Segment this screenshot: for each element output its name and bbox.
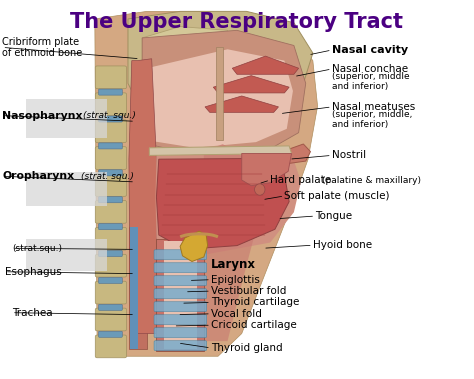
Text: (strat. squ.): (strat. squ.) — [83, 111, 136, 120]
Polygon shape — [205, 96, 279, 112]
Text: (strat.squ.): (strat.squ.) — [12, 244, 62, 253]
Polygon shape — [142, 27, 232, 76]
Text: Thyroid gland: Thyroid gland — [211, 343, 283, 353]
FancyBboxPatch shape — [95, 335, 127, 358]
FancyBboxPatch shape — [154, 315, 207, 324]
FancyBboxPatch shape — [99, 304, 122, 310]
Text: (superior, middle
and inferior): (superior, middle and inferior) — [332, 72, 410, 91]
Polygon shape — [204, 144, 261, 341]
Text: Hyoid bone: Hyoid bone — [313, 240, 372, 250]
FancyBboxPatch shape — [154, 341, 207, 351]
FancyBboxPatch shape — [154, 250, 207, 260]
FancyBboxPatch shape — [26, 239, 107, 271]
FancyBboxPatch shape — [154, 302, 207, 312]
Text: Tongue: Tongue — [315, 211, 352, 221]
Text: Cricoid cartilage: Cricoid cartilage — [211, 320, 297, 330]
Text: Nasal meatuses: Nasal meatuses — [332, 102, 415, 112]
Text: Epiglottis: Epiglottis — [211, 275, 260, 285]
Polygon shape — [282, 144, 310, 164]
Polygon shape — [147, 49, 293, 148]
FancyBboxPatch shape — [154, 328, 207, 338]
FancyBboxPatch shape — [95, 66, 127, 89]
Text: Esophagus: Esophagus — [5, 267, 62, 277]
FancyBboxPatch shape — [95, 147, 127, 169]
Polygon shape — [180, 231, 208, 262]
Polygon shape — [164, 241, 197, 349]
Polygon shape — [130, 227, 138, 349]
Text: Nostril: Nostril — [332, 150, 366, 160]
Text: Trachea: Trachea — [12, 308, 53, 318]
Text: Larynx: Larynx — [211, 258, 256, 271]
Text: Vestibular fold: Vestibular fold — [211, 286, 286, 296]
FancyBboxPatch shape — [95, 200, 127, 223]
Text: The Upper Respiratory Tract: The Upper Respiratory Tract — [71, 12, 403, 32]
FancyBboxPatch shape — [95, 254, 127, 277]
Polygon shape — [155, 153, 301, 254]
FancyBboxPatch shape — [99, 224, 122, 230]
FancyBboxPatch shape — [99, 143, 122, 149]
FancyBboxPatch shape — [99, 197, 122, 203]
Text: Oropharynx: Oropharynx — [2, 171, 74, 181]
FancyBboxPatch shape — [99, 331, 122, 337]
Polygon shape — [242, 153, 292, 186]
Text: Hard palate: Hard palate — [270, 175, 331, 185]
Polygon shape — [232, 56, 299, 74]
Text: Nasal conchae: Nasal conchae — [332, 64, 408, 74]
Text: Nasal cavity: Nasal cavity — [332, 45, 408, 55]
FancyBboxPatch shape — [154, 263, 207, 273]
Polygon shape — [156, 158, 289, 249]
Text: Vocal fold: Vocal fold — [211, 309, 262, 319]
FancyBboxPatch shape — [99, 170, 122, 176]
Polygon shape — [213, 76, 289, 93]
FancyBboxPatch shape — [99, 251, 122, 257]
Text: (strat. squ.): (strat. squ.) — [81, 172, 134, 181]
FancyBboxPatch shape — [95, 93, 127, 116]
Polygon shape — [128, 11, 313, 99]
FancyBboxPatch shape — [95, 308, 127, 331]
FancyBboxPatch shape — [26, 99, 107, 138]
Text: (palatine & maxillary): (palatine & maxillary) — [322, 175, 421, 185]
Polygon shape — [129, 227, 147, 349]
Text: Nasopharynx: Nasopharynx — [2, 111, 83, 121]
Polygon shape — [129, 59, 156, 334]
Polygon shape — [216, 47, 223, 140]
Polygon shape — [149, 146, 292, 155]
Text: Soft palate (muscle): Soft palate (muscle) — [284, 191, 390, 201]
FancyBboxPatch shape — [99, 89, 122, 95]
FancyBboxPatch shape — [99, 277, 122, 283]
Polygon shape — [140, 30, 306, 155]
FancyBboxPatch shape — [154, 289, 207, 299]
Ellipse shape — [255, 184, 265, 195]
FancyBboxPatch shape — [95, 281, 127, 304]
Text: Thyroid cartilage: Thyroid cartilage — [211, 298, 299, 307]
FancyBboxPatch shape — [26, 172, 107, 206]
Text: Cribriform plate
of ethmoid bone: Cribriform plate of ethmoid bone — [2, 37, 82, 58]
FancyBboxPatch shape — [95, 227, 127, 250]
FancyBboxPatch shape — [95, 174, 127, 196]
Polygon shape — [156, 239, 204, 351]
FancyBboxPatch shape — [154, 276, 207, 286]
FancyBboxPatch shape — [99, 116, 122, 122]
FancyBboxPatch shape — [95, 120, 127, 143]
Polygon shape — [95, 11, 318, 356]
Text: (superior, middle,
and inferior): (superior, middle, and inferior) — [332, 110, 412, 129]
